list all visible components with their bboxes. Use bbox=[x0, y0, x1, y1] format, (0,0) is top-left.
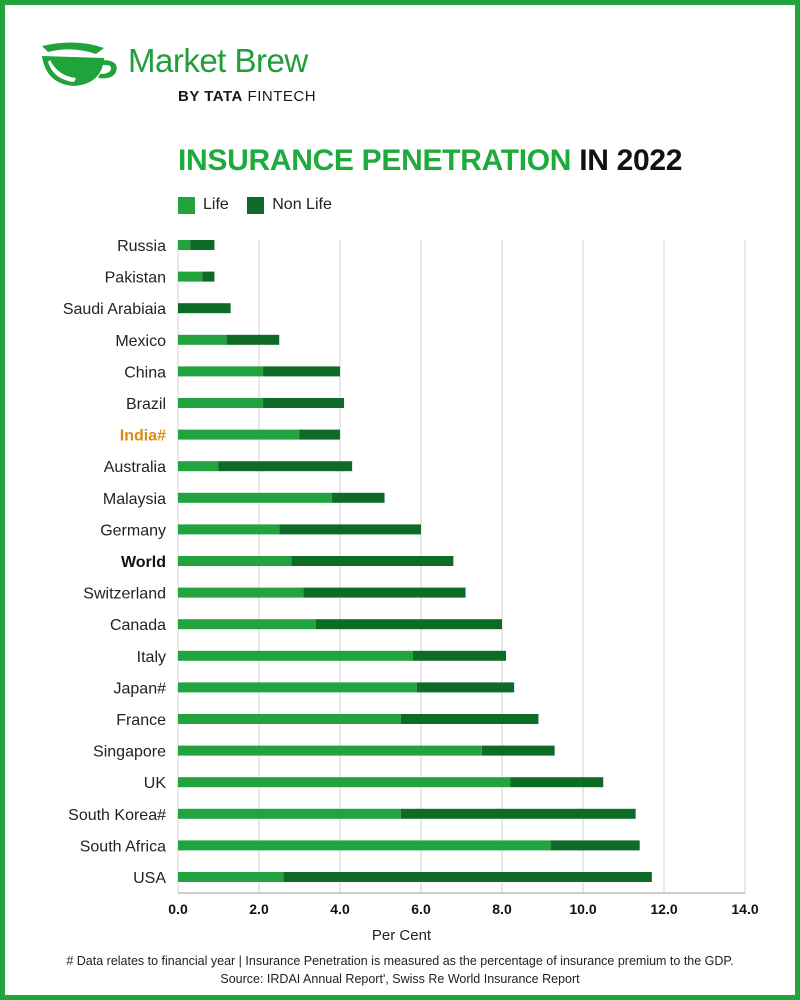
bar-nonlife bbox=[178, 303, 231, 314]
brand-sub-suffix: FINTECH bbox=[242, 88, 317, 105]
bar-nonlife bbox=[416, 682, 515, 693]
bar-nonlife bbox=[291, 556, 454, 566]
legend-label-nonlife: Non Life bbox=[272, 196, 332, 213]
brand-sub-prefix: BY bbox=[178, 88, 205, 105]
bar-life bbox=[178, 524, 280, 535]
bar-life bbox=[178, 492, 332, 503]
bar-life bbox=[178, 872, 284, 882]
bar-nonlife bbox=[303, 587, 466, 598]
title-green: INSURANCE PENETRATION bbox=[178, 144, 572, 177]
legend-swatch-nonlife bbox=[247, 196, 265, 214]
brand-name: Market Brew bbox=[128, 42, 308, 79]
title-black: IN 2022 bbox=[571, 144, 683, 177]
bar-nonlife bbox=[202, 271, 215, 282]
bar-life bbox=[178, 745, 482, 756]
category-label: Italy bbox=[137, 649, 166, 666]
legend-label-life: Life bbox=[203, 196, 229, 213]
bar-nonlife bbox=[279, 524, 421, 535]
bar-nonlife bbox=[263, 398, 345, 408]
bar-life bbox=[178, 271, 203, 282]
bar-life bbox=[178, 650, 413, 661]
x-tick-label: 10.0 bbox=[569, 901, 596, 917]
x-tick-label: 4.0 bbox=[330, 901, 350, 917]
bar-life bbox=[178, 619, 316, 630]
category-label: Brazil bbox=[126, 396, 166, 413]
category-label: India# bbox=[120, 428, 166, 445]
category-label: France bbox=[116, 712, 166, 729]
category-label: China bbox=[124, 364, 166, 381]
chart-legend: Life Non Life bbox=[178, 196, 346, 219]
bar-nonlife bbox=[550, 840, 640, 851]
bar-nonlife bbox=[218, 461, 353, 472]
bar-life bbox=[178, 334, 227, 345]
bar-nonlife bbox=[331, 492, 385, 503]
x-tick-label: 0.0 bbox=[168, 901, 188, 917]
category-label: Australia bbox=[104, 459, 166, 476]
footnote: # Data relates to financial year | Insur… bbox=[0, 952, 800, 988]
cup-icon bbox=[42, 42, 117, 86]
category-label: Singapore bbox=[93, 744, 166, 761]
legend-swatch-life bbox=[178, 196, 195, 214]
bar-life bbox=[178, 461, 219, 472]
bar-nonlife bbox=[299, 429, 340, 440]
bar-life bbox=[178, 777, 511, 788]
x-axis-label: Per Cent bbox=[372, 927, 432, 944]
brand-tagline: BY TATA FINTECH bbox=[178, 88, 316, 105]
category-label: USA bbox=[133, 870, 166, 887]
brand-logo: Market Brew BY TATA FINTECH bbox=[36, 36, 356, 106]
x-tick-label: 12.0 bbox=[650, 901, 677, 917]
bar-life bbox=[178, 808, 401, 819]
category-label: South Korea# bbox=[68, 807, 166, 824]
bar-nonlife bbox=[283, 872, 652, 882]
bar-nonlife bbox=[226, 334, 280, 345]
category-label: South Africa bbox=[80, 838, 166, 855]
x-tick-label: 6.0 bbox=[411, 901, 431, 917]
bar-life bbox=[178, 556, 292, 566]
category-label: Germany bbox=[100, 522, 166, 539]
x-tick-label: 14.0 bbox=[731, 901, 758, 917]
bar-nonlife bbox=[510, 777, 604, 788]
footnote-line-1: # Data relates to financial year | Insur… bbox=[66, 954, 734, 968]
bar-life bbox=[178, 240, 191, 250]
bar-life bbox=[178, 587, 304, 598]
x-tick-label: 2.0 bbox=[249, 901, 269, 917]
bar-life bbox=[178, 682, 417, 693]
category-label: Japan# bbox=[114, 680, 167, 697]
category-label: Malaysia bbox=[103, 491, 166, 508]
brand-sub-tata: TATA bbox=[204, 88, 243, 105]
category-label: Mexico bbox=[115, 333, 166, 350]
bar-nonlife bbox=[263, 366, 340, 377]
category-label: Saudi Arabiaia bbox=[63, 301, 166, 318]
bar-life bbox=[178, 429, 300, 440]
bar-chart: 0.0 2.0 4.0 6.0 8.0 10.0 12.0 14.0 Per Cent Russi… bbox=[63, 238, 759, 944]
bar-nonlife bbox=[315, 619, 502, 630]
category-label: Russia bbox=[117, 238, 166, 255]
bar-nonlife bbox=[190, 240, 215, 250]
footnote-line-2: Source: IRDAI Annual Report', Swiss Re W… bbox=[220, 972, 580, 986]
bar-life bbox=[178, 398, 264, 408]
category-label: World bbox=[121, 554, 166, 571]
category-label: UK bbox=[144, 775, 167, 792]
bar-nonlife bbox=[400, 714, 539, 724]
bar-life bbox=[178, 366, 264, 377]
x-tick-label: 8.0 bbox=[492, 901, 512, 917]
chart-title: INSURANCE PENETRATION IN 2022 bbox=[178, 144, 682, 178]
bar-nonlife bbox=[400, 808, 636, 819]
legend-item-nonlife: Non Life bbox=[247, 196, 332, 214]
legend-item-life: Life bbox=[178, 196, 229, 214]
category-label: Canada bbox=[110, 617, 166, 634]
category-label: Switzerland bbox=[83, 586, 166, 603]
bar-nonlife bbox=[412, 650, 507, 661]
category-label: Pakistan bbox=[105, 270, 166, 287]
bar-life bbox=[178, 840, 551, 851]
bar-life bbox=[178, 714, 401, 724]
bar-nonlife bbox=[481, 745, 555, 756]
